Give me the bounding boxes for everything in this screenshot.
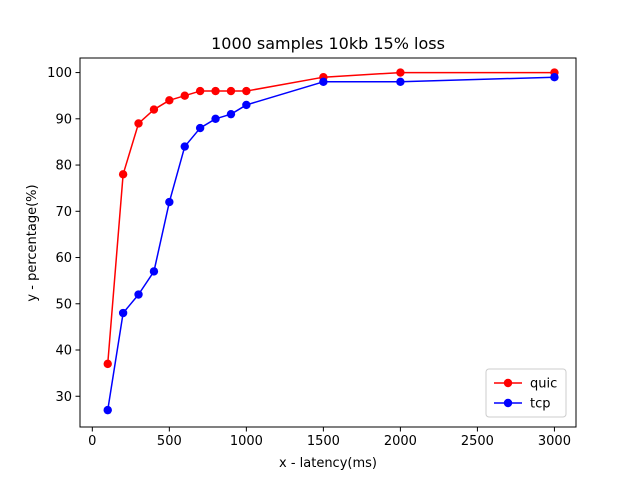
data-point-tcp	[180, 142, 189, 151]
y-tick-label: 60	[55, 251, 72, 266]
plot-frame	[79, 57, 577, 428]
data-point-tcp	[165, 197, 174, 207]
legend: quic tcp	[485, 368, 567, 418]
plot-area	[103, 68, 559, 415]
x-tick-label: 1500	[307, 434, 340, 449]
y-tick-label: 100	[47, 66, 72, 81]
x-axis-label: x - latency(ms)	[279, 456, 377, 471]
data-point-quic	[211, 86, 220, 96]
y-tick-label: 40	[55, 344, 72, 359]
data-point-quic	[165, 96, 174, 105]
data-point-quic	[396, 68, 405, 77]
y-tick-label: 30	[55, 390, 72, 405]
y-tick-label: 50	[55, 297, 72, 312]
chart-title: 1000 samples 10kb 15% loss	[211, 34, 445, 53]
data-point-tcp	[319, 77, 328, 87]
x-tick-label: 2500	[461, 434, 494, 449]
legend-marker-tcp	[503, 398, 513, 408]
data-point-tcp	[242, 100, 251, 110]
x-tick-label: 0	[88, 434, 96, 449]
y-axis-label: y - percentage(%)	[25, 184, 40, 301]
data-point-tcp	[149, 267, 159, 276]
data-point-tcp	[118, 308, 128, 318]
data-point-quic	[180, 91, 189, 100]
x-tick-label: 500	[157, 434, 182, 449]
data-point-quic	[195, 86, 205, 96]
data-point-tcp	[103, 405, 112, 415]
y-tick-label: 70	[55, 205, 72, 220]
data-point-tcp	[550, 72, 559, 82]
data-point-quic	[103, 359, 112, 369]
data-point-tcp	[134, 290, 143, 299]
data-point-quic	[242, 86, 251, 96]
data-point-quic	[134, 119, 143, 128]
data-point-tcp	[226, 109, 236, 119]
y-tick-label: 90	[55, 112, 72, 127]
axes: 0 500 1000 1500 2000 2500 3000 30 40 50 60 70 80 90 10…	[47, 57, 577, 449]
x-tick-label: 2000	[384, 434, 417, 449]
legend-label-quic: quic	[530, 377, 557, 392]
data-point-quic	[118, 170, 128, 179]
data-point-tcp	[211, 114, 220, 124]
x-tick-label: 3000	[538, 434, 571, 449]
y-tick-label: 80	[55, 159, 72, 174]
data-point-quic	[226, 86, 236, 96]
legend-label-tcp: tcp	[530, 397, 551, 412]
data-point-quic	[149, 105, 159, 114]
data-point-tcp	[195, 123, 205, 133]
legend-marker-quic	[503, 378, 513, 388]
x-tick-label: 1000	[230, 434, 263, 449]
data-point-tcp	[396, 77, 405, 87]
